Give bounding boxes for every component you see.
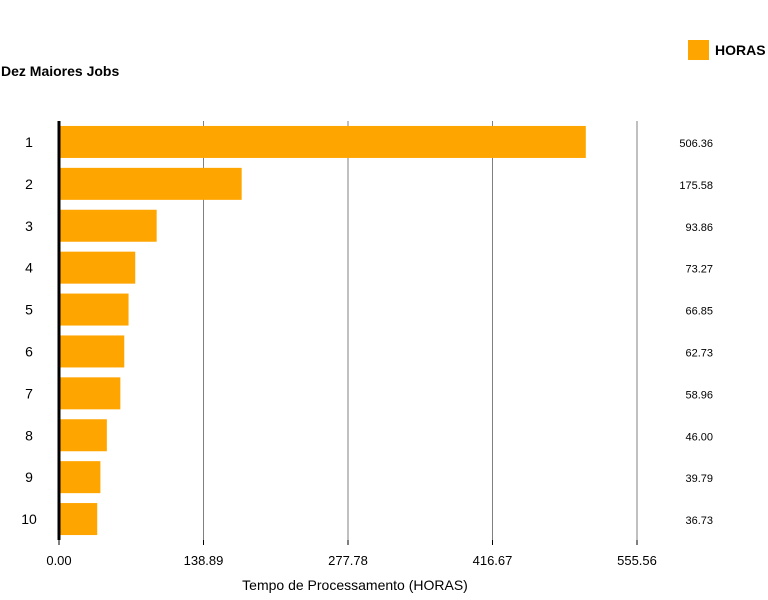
x-tick-label: 277.78 — [328, 553, 368, 568]
category-label: 5 — [25, 302, 33, 318]
category-label: 8 — [25, 427, 33, 443]
value-label: 58.96 — [685, 389, 713, 401]
category-label: 3 — [25, 218, 33, 234]
bar — [59, 293, 129, 326]
value-label: 46.00 — [685, 431, 713, 443]
legend: HORAS — [688, 40, 766, 60]
category-label: 9 — [25, 469, 33, 485]
value-label: 62.73 — [685, 347, 713, 359]
bar — [59, 461, 101, 494]
x-tick-label: 555.56 — [617, 553, 657, 568]
x-tick-label: 138.89 — [184, 553, 224, 568]
bar — [59, 251, 136, 284]
value-label: 36.73 — [685, 515, 713, 527]
bar — [59, 209, 157, 242]
category-label: 1 — [25, 134, 33, 150]
value-label: 175.58 — [679, 180, 713, 192]
bar — [59, 335, 125, 368]
value-label: 66.85 — [685, 306, 713, 318]
category-label: 2 — [25, 176, 33, 192]
bar — [59, 419, 107, 452]
category-label: 7 — [25, 385, 33, 401]
x-axis-title: Tempo de Processamento (HORAS) — [242, 577, 468, 593]
value-label: 93.86 — [685, 222, 713, 234]
category-label: 6 — [25, 343, 33, 359]
legend-label: HORAS — [715, 42, 766, 58]
bar — [59, 377, 121, 410]
category-label: 10 — [21, 511, 37, 527]
bar — [59, 125, 586, 158]
value-label: 39.79 — [685, 473, 713, 485]
x-tick-label: 416.67 — [473, 553, 513, 568]
chart-title: Dez Maiores Jobs — [1, 63, 120, 79]
legend-swatch — [688, 40, 709, 60]
value-label: 73.27 — [685, 264, 713, 276]
category-label: 4 — [25, 260, 33, 276]
x-tick-label: 0.00 — [46, 553, 71, 568]
bar — [59, 503, 98, 536]
bar — [59, 167, 242, 200]
value-label: 506.36 — [679, 138, 713, 150]
